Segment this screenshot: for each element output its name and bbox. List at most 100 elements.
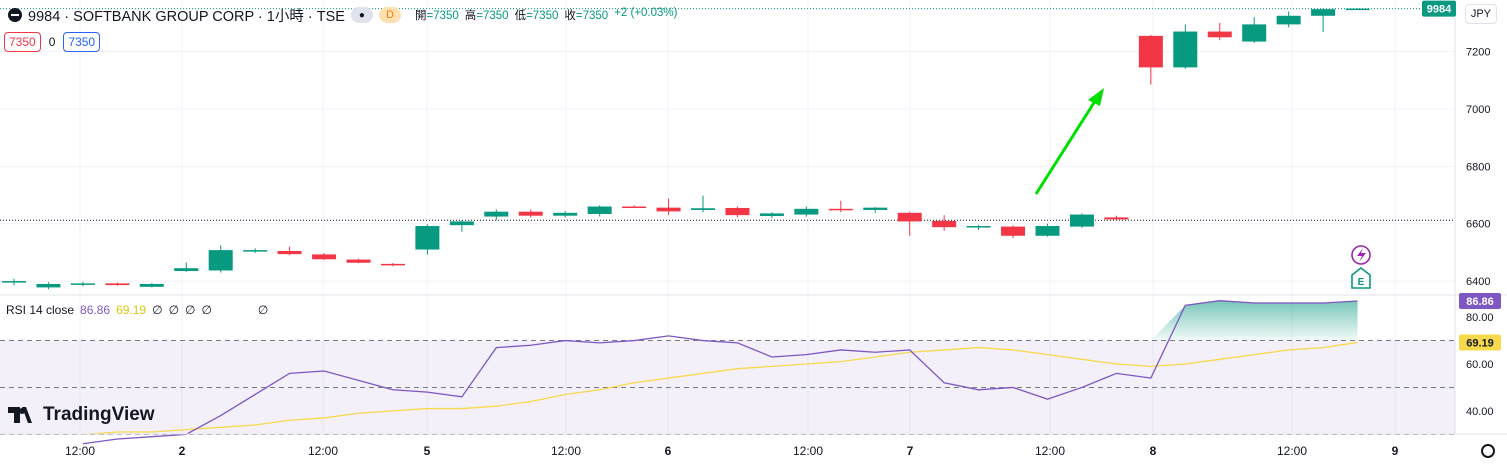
candle: [277, 246, 302, 256]
candle-body: [243, 250, 268, 252]
candle-body: [2, 281, 26, 283]
candle: [725, 206, 750, 218]
candle-body: [691, 208, 715, 210]
candle-body: [1207, 31, 1232, 38]
buy-price-button[interactable]: 7350: [63, 32, 101, 52]
candle-body: [897, 212, 922, 222]
sell-price-button[interactable]: 7350: [4, 32, 41, 52]
price-tick-label: 6600: [1466, 219, 1490, 231]
price-tick-label: 6800: [1466, 161, 1490, 173]
candle: [380, 263, 405, 267]
candle: [966, 224, 991, 231]
rsi-tick-label: 40.00: [1466, 406, 1494, 418]
candle: [346, 258, 371, 264]
candle-body: [725, 207, 750, 216]
price-tick-label: 7200: [1466, 47, 1490, 59]
candle-body: [380, 263, 405, 266]
candle-body: [312, 254, 337, 260]
candle-body: [70, 283, 95, 285]
candle: [587, 205, 612, 217]
candle-body: [174, 268, 199, 272]
rsi-extra-2: ∅: [168, 303, 180, 317]
time-tick-label: 12:00: [793, 444, 823, 458]
candle: [691, 195, 715, 213]
candle: [1276, 11, 1301, 28]
candle-body: [828, 208, 853, 211]
candle-body: [449, 221, 474, 226]
candle: [932, 215, 957, 231]
candle: [794, 206, 819, 217]
rsi-ma-tag-text: 69.19: [1466, 337, 1494, 349]
rsi-value-tag-bg: [1459, 293, 1501, 310]
arrow-head: [1088, 88, 1104, 106]
rsi-value-tag-text: 86.86: [1466, 296, 1494, 308]
eye-icon[interactable]: ●: [350, 7, 373, 23]
arrow-shaft: [1034, 97, 1099, 195]
rsi-tick-label: 80.00: [1466, 312, 1494, 324]
candle: [1345, 8, 1370, 11]
currency-selector[interactable]: JPY: [1464, 4, 1497, 24]
candle: [449, 220, 474, 232]
candle-body: [863, 207, 888, 210]
candle: [1035, 223, 1060, 237]
spread-value: 0: [48, 35, 56, 49]
rsi-ma-value: 69.19: [116, 303, 147, 317]
time-tick-label: 12:00: [1035, 444, 1065, 458]
ohlc-close: 收=7350: [564, 10, 609, 22]
candle-body: [794, 208, 819, 215]
ohlc-high: 高=7350: [464, 10, 509, 22]
arrow-annotation: [1034, 88, 1104, 195]
rsi-title: RSI 14 close: [6, 303, 75, 317]
symbol-title[interactable]: 9984 · SOFTBANK GROUP CORP · 1小時 · TSE: [28, 8, 345, 25]
price-tick-label: 7000: [1466, 104, 1490, 116]
candle-body: [105, 283, 130, 286]
candle: [1207, 22, 1232, 41]
candle-body: [139, 283, 164, 287]
candle: [1242, 17, 1267, 44]
rsi-legend: RSI 14 close 86.86 69.19 ∅ ∅ ∅ ∅ ∅: [6, 303, 268, 317]
tradingview-logo-text: TradingView: [43, 404, 155, 425]
candle: [622, 205, 647, 209]
settings-gear-icon[interactable]: [1481, 444, 1495, 458]
chart-header: 9984 · SOFTBANK GROUP CORP · 1小時 · TSE ●…: [0, 0, 1455, 30]
tradingview-logo[interactable]: TradingView: [8, 404, 155, 426]
candle-body: [1242, 24, 1267, 42]
candle: [897, 211, 922, 236]
candle-body: [484, 211, 509, 217]
time-tick-label: 7: [907, 444, 914, 458]
candle-body: [553, 212, 578, 216]
candle-body: [656, 207, 681, 212]
rsi-extra-4: ∅: [201, 303, 212, 317]
candle-body: [1035, 226, 1060, 236]
candle-body: [1138, 35, 1163, 68]
time-tick-label: 8: [1150, 444, 1157, 458]
candle: [36, 282, 61, 290]
rsi-extra-1: ∅: [152, 303, 163, 317]
candle: [1173, 24, 1198, 69]
dividend-icon: [1351, 245, 1371, 265]
candle-body: [622, 206, 647, 209]
data-mode-badge[interactable]: D: [378, 7, 401, 23]
time-tick-label: 12:00: [65, 444, 95, 458]
candle-body: [277, 250, 302, 255]
price-tick-label: 6400: [1466, 276, 1490, 288]
candle-body: [1069, 214, 1094, 227]
rsi-ma-line: [82, 341, 1358, 435]
candle-body: [1001, 226, 1026, 236]
candle: [2, 278, 26, 286]
candle: [105, 282, 130, 286]
candle: [208, 245, 233, 273]
last-price-symbol-text: 9984: [1427, 4, 1452, 16]
candle: [656, 198, 681, 216]
tradingview-logo-icon: [8, 407, 32, 423]
trade-buttons: 7350 0 7350: [4, 32, 101, 52]
candle-body: [518, 211, 543, 216]
candle-body: [932, 220, 957, 228]
symbol-logo-icon: [8, 8, 22, 22]
last-price-symbol-bg: [1422, 0, 1456, 17]
rsi-extra-5: ∅: [257, 303, 269, 317]
candle: [415, 224, 440, 255]
candle: [863, 207, 888, 213]
time-tick-label: 12:00: [551, 444, 581, 458]
